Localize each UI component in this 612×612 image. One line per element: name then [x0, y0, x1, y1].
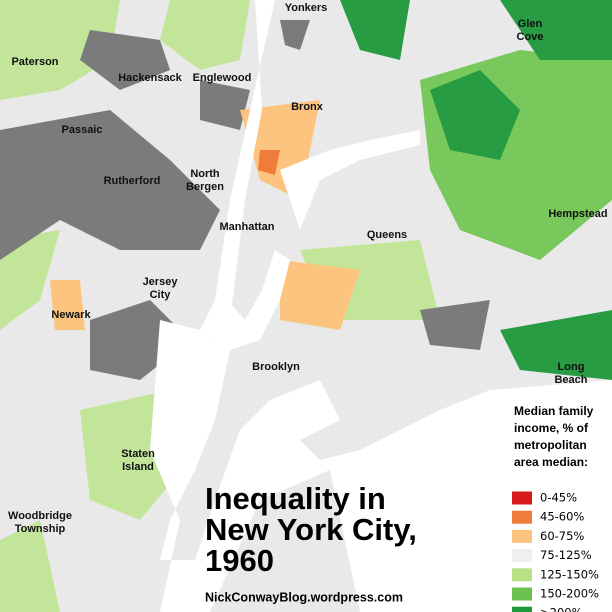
place-label: Brooklyn — [252, 361, 300, 373]
place-label: Bergen — [186, 181, 224, 193]
place-label: Cove — [517, 31, 544, 43]
title: Inequality in — [205, 481, 386, 516]
place-label: Staten — [121, 448, 155, 460]
legend-swatch — [512, 568, 532, 582]
legend-swatch — [512, 529, 532, 543]
legend-label: 45-60% — [540, 510, 584, 524]
legend-swatch — [512, 491, 532, 505]
source: NickConwayBlog.wordpress.com — [205, 590, 403, 604]
title: New York City, — [205, 512, 417, 547]
legend-title: area median: — [514, 455, 588, 469]
legend-label: 0-45% — [540, 491, 577, 505]
place-label: Yonkers — [285, 2, 328, 14]
legend-swatch — [512, 606, 532, 612]
place-label: Township — [15, 523, 66, 535]
place-label: Englewood — [193, 72, 252, 84]
place-label: Newark — [51, 309, 91, 321]
place-label: Manhattan — [220, 221, 275, 233]
place-label: North — [190, 168, 220, 180]
place-label: Paterson — [11, 56, 58, 68]
legend-label: 60-75% — [540, 529, 584, 543]
legend-label: >200% — [540, 606, 583, 612]
place-label: Glen — [518, 18, 543, 30]
place-label: Bronx — [291, 101, 324, 113]
legend-label: 150-200% — [540, 587, 599, 601]
place-label: Queens — [367, 229, 407, 241]
place-label: Passaic — [62, 124, 103, 136]
place-label: Long — [558, 361, 585, 373]
place-label: Hackensack — [118, 72, 182, 84]
legend-swatch — [512, 510, 532, 524]
place-label: Island — [122, 461, 154, 473]
place-label: Woodbridge — [8, 510, 72, 522]
place-label: Beach — [554, 374, 587, 386]
legend-swatch — [512, 587, 532, 601]
title: 1960 — [205, 543, 274, 578]
legend-label: 125-150% — [540, 567, 599, 581]
place-label: City — [150, 289, 172, 301]
legend-title: Median family — [514, 404, 594, 418]
legend-label: 75-125% — [540, 548, 592, 562]
place-label: Hempstead — [548, 208, 607, 220]
legend-title: metropolitan — [514, 438, 587, 452]
place-label: Jersey — [143, 276, 179, 288]
legend-swatch — [512, 549, 532, 563]
place-label: Rutherford — [104, 175, 161, 187]
legend-title: income, % of — [514, 421, 589, 435]
